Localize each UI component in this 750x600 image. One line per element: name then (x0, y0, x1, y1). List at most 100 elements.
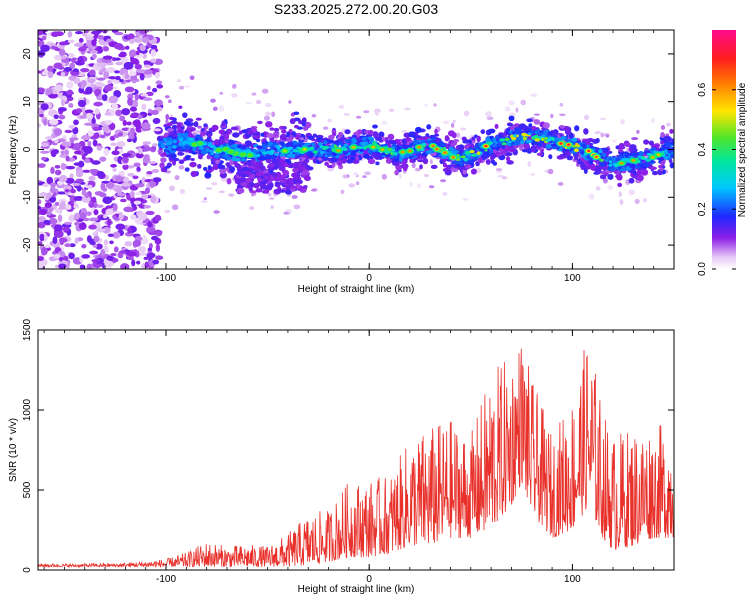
heat-cell (362, 153, 370, 159)
heat-cell (143, 60, 150, 65)
heat-cell (65, 155, 70, 162)
heat-cell (286, 137, 293, 143)
heat-cell (136, 166, 141, 172)
heat-cell (102, 196, 113, 204)
heat-cell (172, 117, 177, 122)
heat-cell (115, 223, 126, 231)
heat-cell (316, 148, 322, 152)
heat-cell (501, 145, 506, 150)
snr-xlabel: Height of straight line (km) (298, 584, 415, 595)
heat-cell (129, 49, 137, 58)
heat-cell (106, 255, 114, 262)
heat-cell (290, 185, 297, 190)
heat-cell (261, 180, 267, 185)
heat-cell (103, 148, 110, 157)
heat-cell (129, 190, 135, 199)
heat-cell (163, 123, 169, 128)
heat-cell (266, 150, 272, 154)
snr-series-line (38, 348, 674, 569)
heat-cell (54, 164, 61, 169)
heat-cell (64, 149, 70, 155)
heat-cell (340, 143, 345, 147)
heat-cell (80, 79, 87, 88)
heat-cell (240, 158, 247, 162)
heat-cell (86, 33, 95, 38)
heat-cell (60, 150, 65, 156)
heat-cell (178, 105, 183, 109)
heat-cell (50, 166, 55, 175)
heat-cell (605, 134, 610, 138)
heat-cell (284, 179, 292, 185)
heat-cell (201, 200, 208, 204)
heat-cell (298, 179, 303, 184)
heat-cell (148, 242, 153, 250)
heat-cell (399, 157, 403, 163)
heat-cell (278, 165, 286, 172)
heat-cell (103, 71, 110, 79)
heat-cell (224, 133, 230, 140)
heat-cell (102, 187, 108, 192)
heat-cell (583, 128, 589, 135)
heat-cell (91, 160, 101, 165)
heat-cell (159, 162, 165, 169)
heat-cell (231, 144, 238, 148)
heat-cell (58, 41, 69, 46)
heat-cell (210, 98, 216, 103)
heat-cell (116, 140, 126, 148)
heat-cell (279, 141, 285, 145)
heat-cell (206, 154, 212, 160)
heat-cell (100, 248, 105, 257)
heat-cell (490, 153, 496, 160)
heat-cell (122, 164, 129, 170)
heat-cell (89, 69, 96, 76)
heat-cell (426, 124, 432, 130)
heat-cell (152, 117, 161, 124)
heat-cell (540, 137, 545, 142)
heat-cell (237, 173, 245, 177)
heat-cell (624, 142, 631, 147)
heat-cell (211, 145, 216, 150)
heat-cell (450, 168, 459, 173)
heat-cell (402, 165, 408, 172)
heat-cell (536, 143, 542, 147)
colorbar-tick-label: 0.4 (697, 142, 708, 156)
heat-cell (293, 111, 300, 116)
heat-cell (610, 168, 616, 172)
heat-cell (68, 214, 76, 222)
heat-cell (455, 132, 461, 138)
heat-cell (209, 149, 215, 153)
heat-cell (91, 117, 96, 125)
heat-cell (169, 185, 176, 192)
heat-cell (526, 150, 532, 154)
heat-cell (77, 160, 85, 168)
heat-cell (243, 161, 251, 166)
heat-cell (97, 62, 107, 68)
heat-cell (392, 161, 400, 166)
figure-title: S233.2025.272.00.20.G03 (274, 1, 438, 17)
heat-cell (53, 62, 63, 69)
colorbar-tick-label: 0.2 (697, 202, 708, 216)
heat-cell (594, 167, 602, 175)
heat-cell (96, 145, 104, 149)
heat-cell (184, 167, 190, 172)
heat-cell (271, 158, 279, 164)
heat-cell (586, 154, 591, 160)
heat-peak (594, 155, 598, 159)
heat-cell (190, 157, 195, 161)
heat-cell (613, 162, 618, 167)
heat-cell (331, 161, 336, 168)
heat-cell (304, 142, 311, 146)
heat-cell (331, 129, 337, 134)
heat-cell (301, 170, 309, 176)
heat-cell (579, 164, 586, 168)
heat-cell (350, 150, 357, 154)
heat-cell (651, 117, 655, 124)
heat-cell (401, 143, 407, 149)
heat-cell (146, 170, 153, 175)
heat-peak (229, 150, 233, 153)
heat-cell (165, 165, 171, 169)
heat-cell (375, 161, 380, 166)
heat-cell (189, 75, 195, 81)
heat-peak (451, 156, 455, 159)
heat-cell (102, 55, 113, 60)
